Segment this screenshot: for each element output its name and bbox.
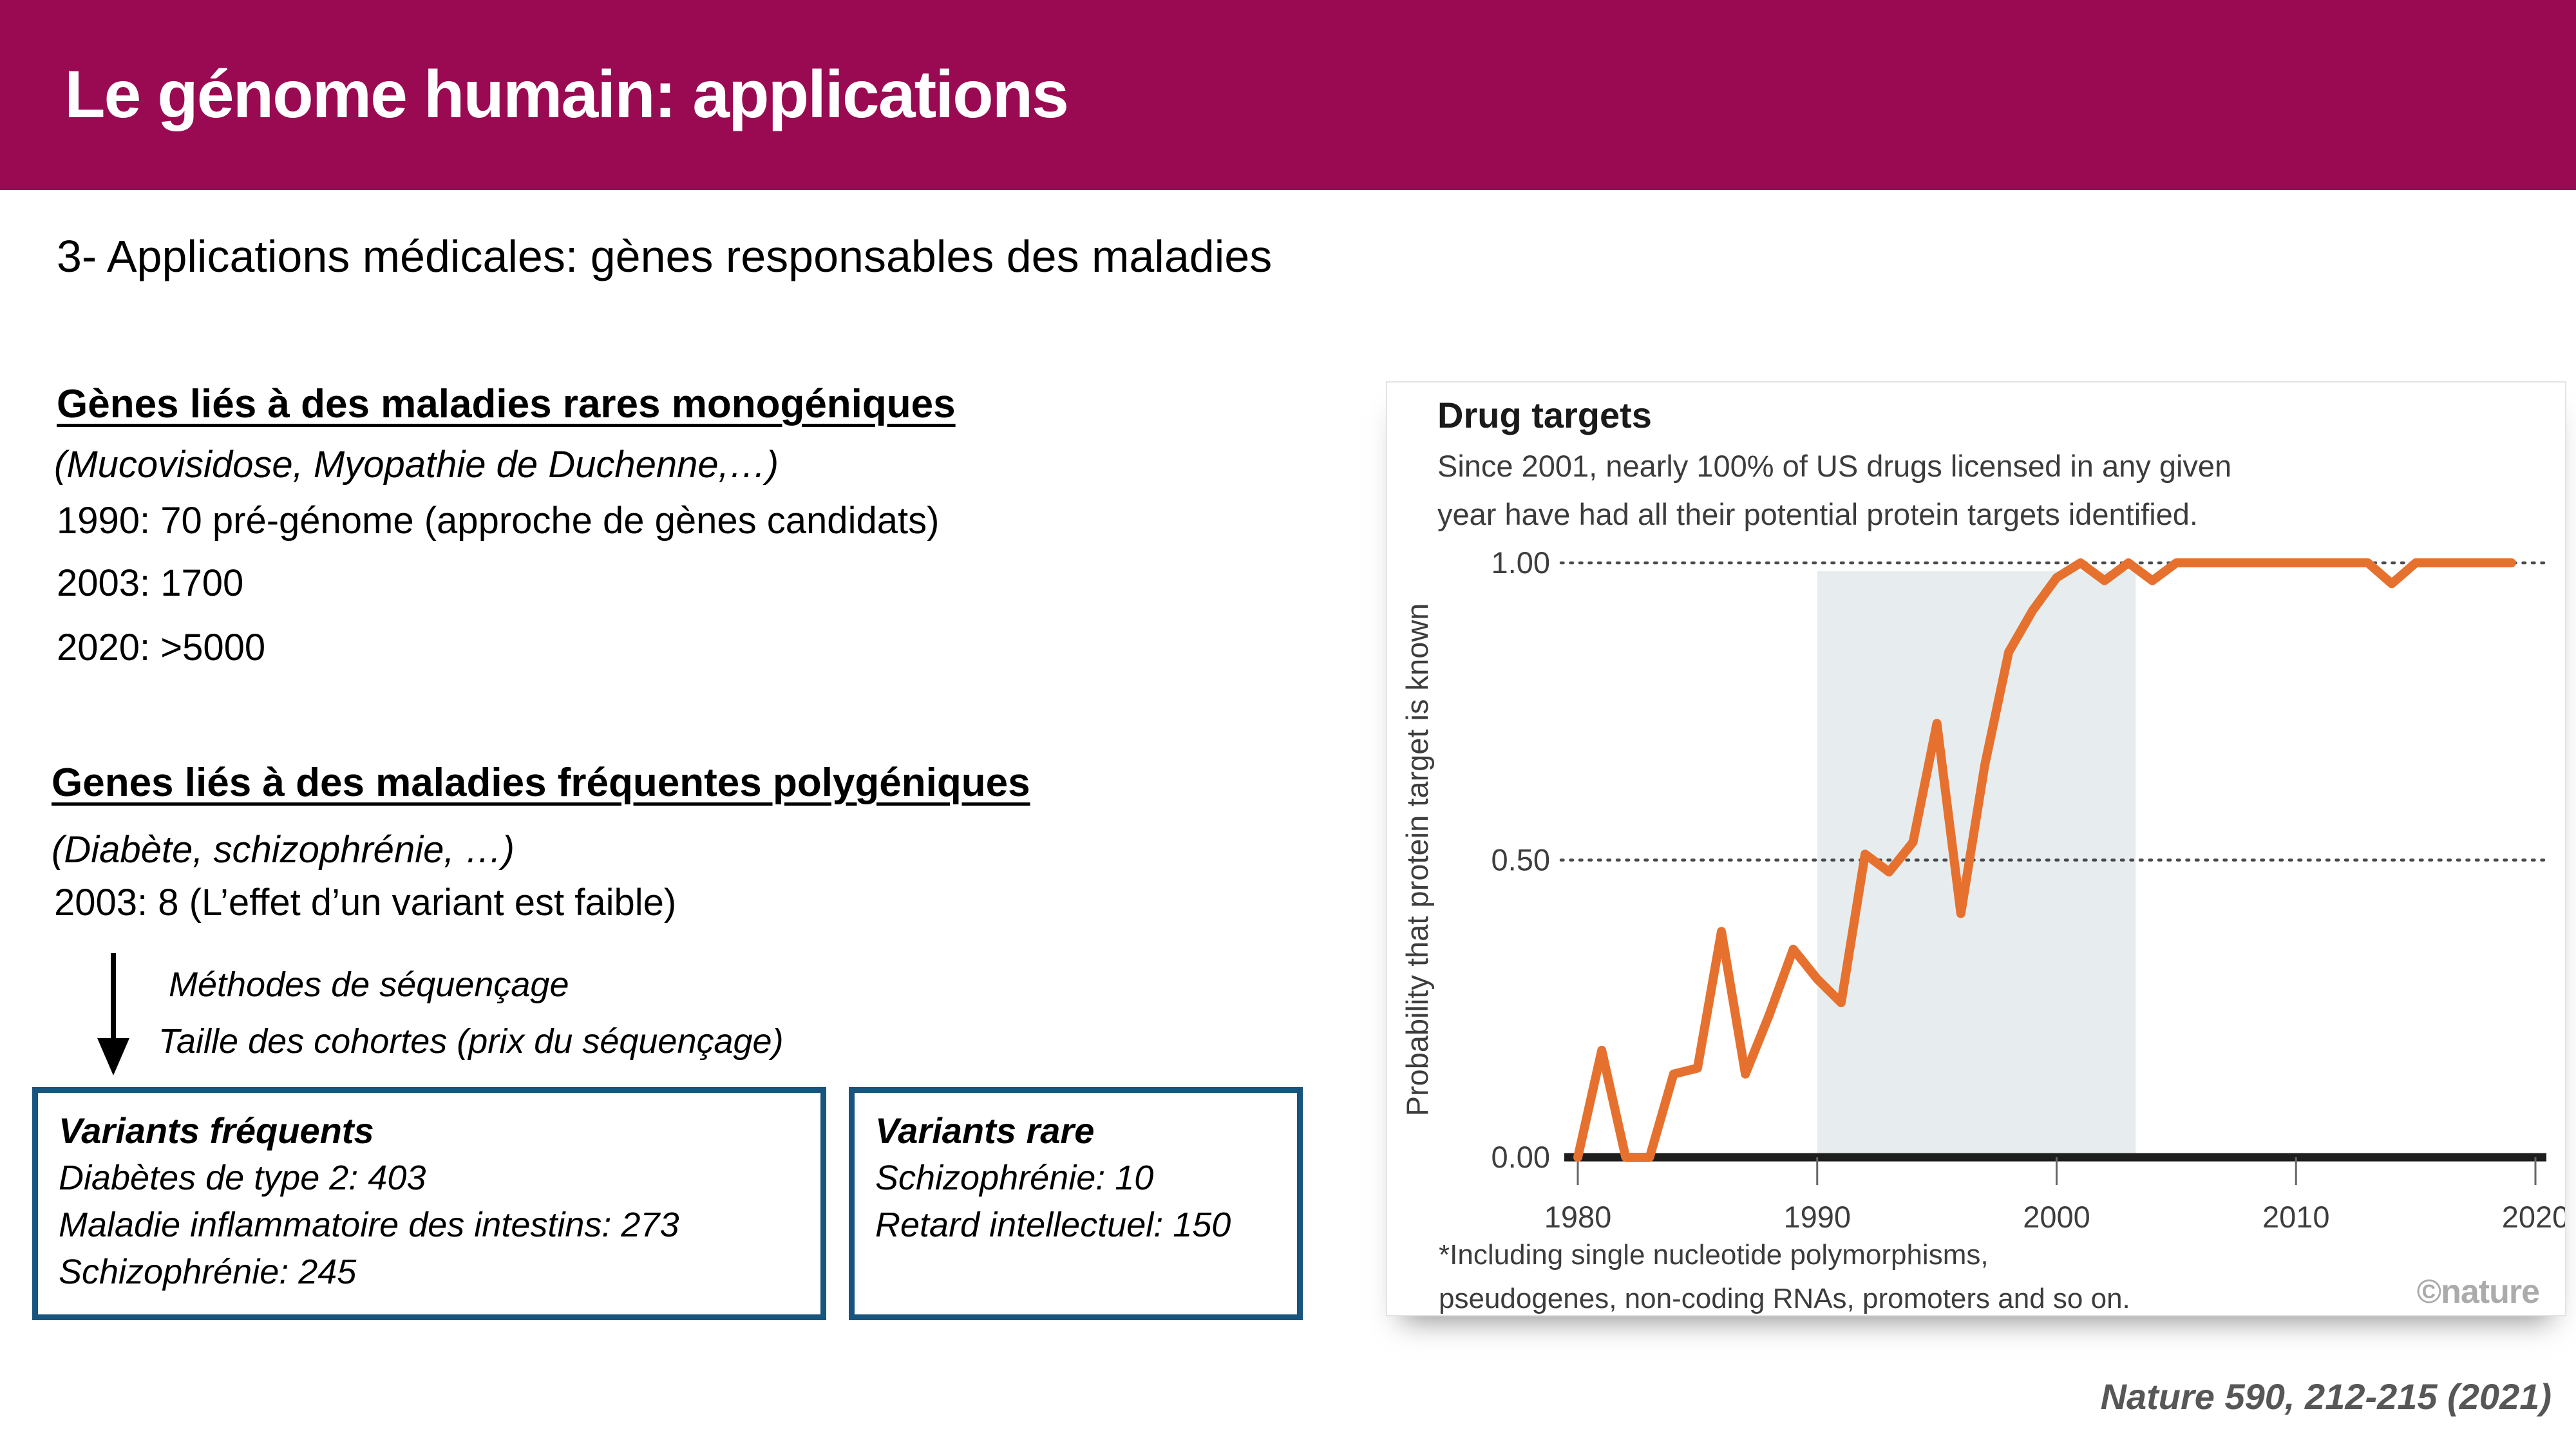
slide-title: Le génome humain: applications xyxy=(64,57,1069,132)
frequent-variants-item: Schizophrénie: 245 xyxy=(59,1253,357,1291)
drug-targets-line-chart: 0.00 0.50 1.00 1980 1990 2000 2010 2020 Probab… xyxy=(1400,545,2565,1234)
chart-footnote-line2: pseudogenes, non-coding RNAs, promoters … xyxy=(1439,1283,2130,1314)
monogenic-heading: Gènes liés à des maladies rares monogéni… xyxy=(57,382,956,426)
x-tick-label: 2020 xyxy=(2502,1200,2565,1234)
arrow-note-1: Méthodes de séquençage xyxy=(169,965,569,1004)
rare-variants-box: Variants rare Schizophrénie: 10 Retard i… xyxy=(849,1087,1303,1320)
down-arrow-icon xyxy=(97,953,129,1075)
source-citation: Nature 590, 212-215 (2021) xyxy=(2100,1376,2552,1417)
nature-logo: ©nature xyxy=(2416,1273,2540,1311)
monogenic-line-2020: 2020: >5000 xyxy=(57,627,266,668)
rare-variants-heading: Variants rare xyxy=(875,1110,1095,1151)
polygenic-heading: Genes liés à des maladies fréquentes pol… xyxy=(52,761,1030,805)
y-axis-label: Probability that protein target is known xyxy=(1400,603,1434,1117)
dotted-gridlines xyxy=(1559,561,2552,862)
x-tick-label: 1990 xyxy=(1783,1200,1851,1234)
slide-subtitle: 3- Applications médicales: gènes respons… xyxy=(57,231,1273,281)
rare-variants-item: Retard intellectuel: 150 xyxy=(875,1206,1231,1244)
y-tick-label: 0.00 xyxy=(1492,1140,1550,1174)
chart-subtitle-line1: Since 2001, nearly 100% of US drugs lice… xyxy=(1437,449,2232,483)
y-axis-tick-labels: 0.00 0.50 1.00 xyxy=(1492,545,1550,1174)
chart-title: Drug targets xyxy=(1437,395,1652,435)
x-tick-label: 1980 xyxy=(1544,1200,1612,1234)
polygenic-line-2003: 2003: 8 (L’effet d’un variant est faible… xyxy=(54,882,677,923)
frequent-variants-box: Variants fréquents Diabètes de type 2: 4… xyxy=(32,1087,826,1320)
chart-subtitle-line2: year have had all their potential protei… xyxy=(1437,497,2198,531)
title-bar: Le génome humain: applications xyxy=(0,0,2576,190)
frequent-variants-heading: Variants fréquents xyxy=(59,1110,374,1151)
genome-project-highlight-band xyxy=(1817,571,2136,1156)
x-tick-label: 2000 xyxy=(2023,1200,2090,1234)
y-tick-label: 0.50 xyxy=(1492,843,1550,877)
drug-targets-figure-card: Drug targets Since 2001, nearly 100% of … xyxy=(1386,381,2566,1316)
y-tick-label: 1.00 xyxy=(1492,545,1550,580)
frequent-variants-item: Maladie inflammatoire des intestins: 273 xyxy=(59,1206,679,1244)
monogenic-line-2003: 2003: 1700 xyxy=(57,562,244,604)
rare-variants-item: Schizophrénie: 10 xyxy=(875,1159,1154,1197)
x-tick-label: 2010 xyxy=(2262,1200,2330,1234)
monogenic-line-1990: 1990: 70 pré-génome (approche de gènes c… xyxy=(57,500,940,542)
polygenic-examples: (Diabète, schizophrénie, …) xyxy=(52,829,515,871)
frequent-variants-item: Diabètes de type 2: 403 xyxy=(59,1159,426,1197)
monogenic-examples: (Mucovisidose, Myopathie de Duchenne,…) xyxy=(54,444,779,486)
probability-data-line xyxy=(1573,558,2516,1162)
chart-footnote-line1: *Including single nucleotide polymorphis… xyxy=(1439,1239,1989,1271)
arrow-note-2: Taille des cohortes (prix du séquençage) xyxy=(158,1022,784,1061)
x-axis-ticks: 1980 1990 2000 2010 2020 xyxy=(1544,1157,2565,1234)
